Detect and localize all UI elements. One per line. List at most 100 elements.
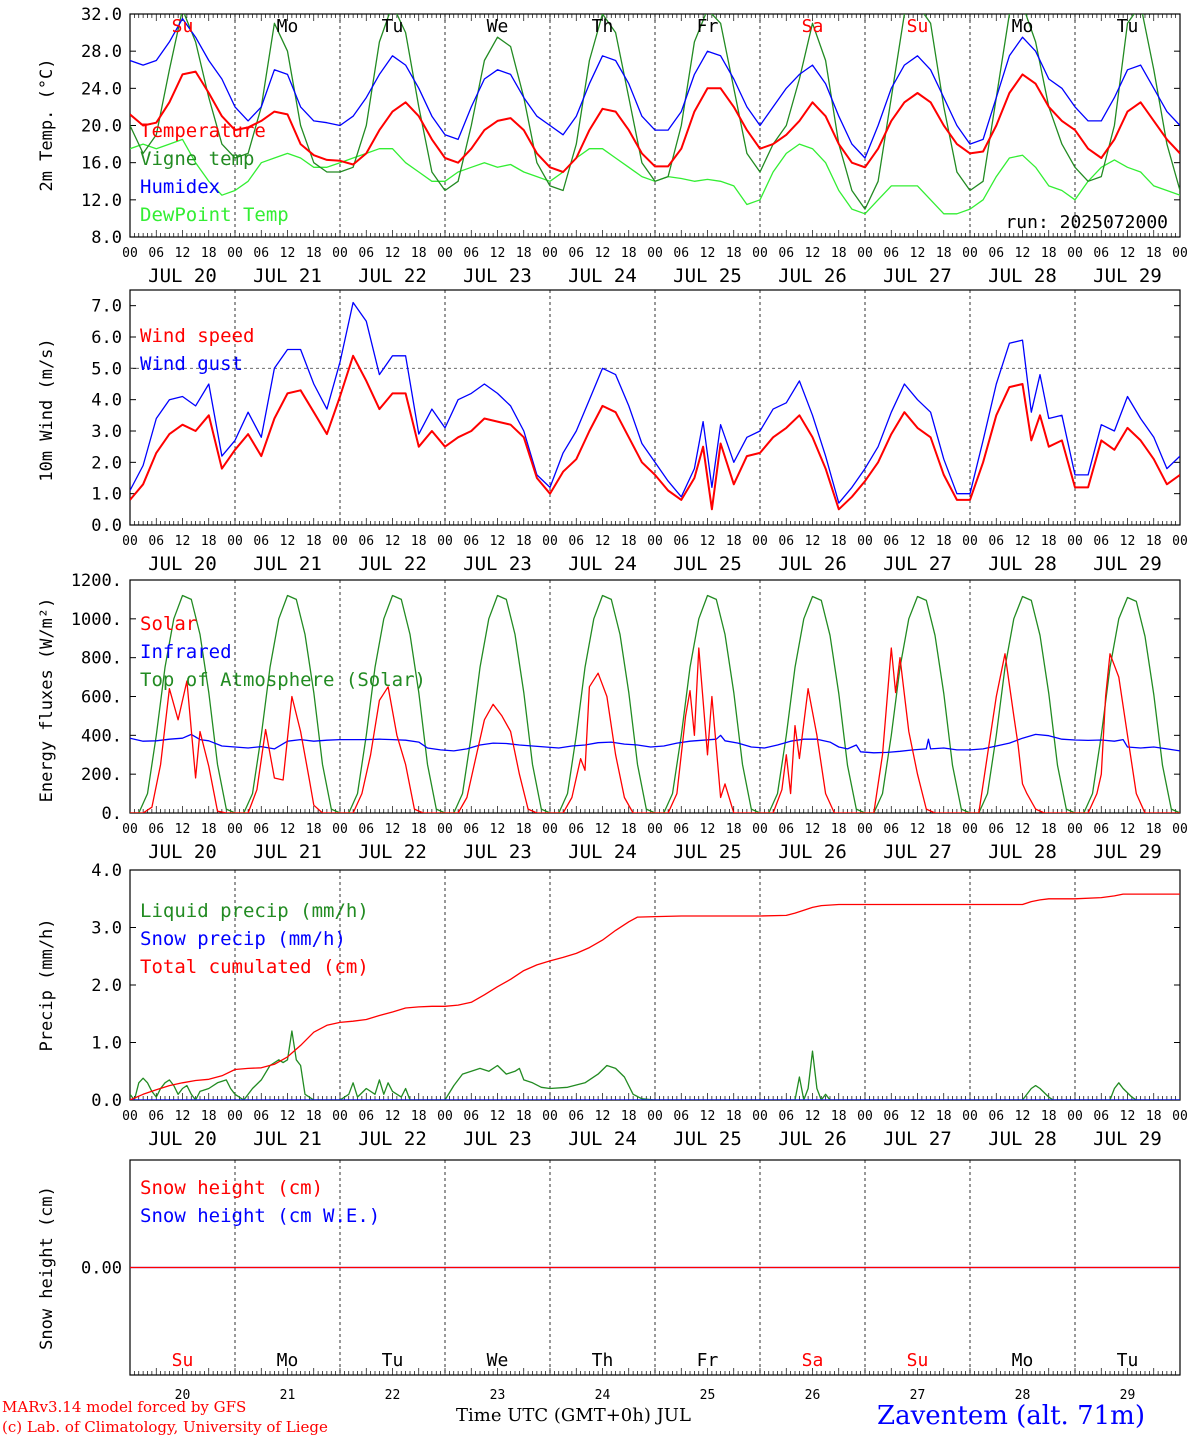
legend-entry: Vigne temp — [140, 148, 254, 170]
y-tick-label: 2.0 — [91, 976, 122, 996]
top-day-label: Tu — [1117, 16, 1139, 37]
day-number: 26 — [805, 1388, 821, 1403]
series-line-humidex — [130, 17, 1180, 159]
top-day-label: Su — [172, 16, 194, 37]
date-label: JUL 27 — [883, 265, 952, 287]
hour-label: 12 — [1015, 246, 1031, 261]
hour-label: 06 — [148, 534, 164, 549]
hour-label: 18 — [936, 822, 952, 837]
day-number: 23 — [490, 1388, 506, 1403]
hour-label: 00 — [542, 822, 558, 837]
y-tick-label: 3.0 — [91, 919, 122, 939]
hour-label: 06 — [988, 246, 1004, 261]
hour-label: 12 — [175, 1109, 191, 1124]
hour-label: 00 — [752, 822, 768, 837]
date-label: JUL 25 — [673, 1128, 742, 1150]
hour-label: 12 — [280, 1109, 296, 1124]
hour-label: 18 — [621, 534, 637, 549]
hour-label: 00 — [647, 246, 663, 261]
y-tick-label: 6.0 — [91, 328, 122, 348]
hour-label: 18 — [411, 246, 427, 261]
series-line-liquid-precip-mm-h- — [130, 1030, 1180, 1100]
hour-label: 18 — [516, 246, 532, 261]
date-label: JUL 27 — [883, 553, 952, 575]
hour-label: 00 — [122, 534, 138, 549]
hour-label: 12 — [595, 1109, 611, 1124]
hour-label: 12 — [1120, 246, 1136, 261]
y-tick-label: 1200. — [71, 571, 122, 591]
hour-label: 12 — [700, 1109, 716, 1124]
hour-label: 00 — [332, 246, 348, 261]
date-label: JUL 22 — [358, 1128, 427, 1150]
bottom-day-label: Tu — [1117, 1350, 1139, 1371]
top-day-label: Sa — [802, 16, 824, 37]
date-label: JUL 23 — [463, 553, 532, 575]
hour-label: 06 — [1093, 246, 1109, 261]
hour-label: 00 — [332, 1109, 348, 1124]
legend-entry: Humidex — [140, 176, 220, 198]
hour-label: 06 — [568, 534, 584, 549]
hour-label: 12 — [805, 1109, 821, 1124]
legend-entry: Snow precip (mm/h) — [140, 928, 346, 950]
hour-label: 00 — [1172, 246, 1188, 261]
hour-label: 00 — [1067, 1109, 1083, 1124]
date-label: JUL 21 — [253, 1128, 322, 1150]
y-axis-label: Precip (mm/h) — [37, 918, 57, 1051]
hour-label: 18 — [1146, 822, 1162, 837]
hour-label: 06 — [253, 534, 269, 549]
hour-label: 12 — [910, 822, 926, 837]
date-label: JUL 22 — [358, 265, 427, 287]
hour-label: 18 — [306, 1109, 322, 1124]
date-label: JUL 20 — [148, 553, 217, 575]
hour-label: 12 — [700, 822, 716, 837]
hour-label: 12 — [1015, 1109, 1031, 1124]
hour-label: 06 — [148, 822, 164, 837]
hour-label: 18 — [831, 534, 847, 549]
hour-label: 00 — [1172, 1109, 1188, 1124]
bottom-day-label: Th — [592, 1350, 614, 1371]
day-number: 22 — [385, 1388, 401, 1403]
date-label: JUL 29 — [1093, 265, 1162, 287]
day-number: 29 — [1120, 1388, 1136, 1403]
date-label: JUL 26 — [778, 841, 847, 863]
date-label: JUL 25 — [673, 553, 742, 575]
day-number: 21 — [280, 1388, 296, 1403]
hour-label: 06 — [778, 534, 794, 549]
hour-label: 12 — [175, 246, 191, 261]
hour-label: 18 — [516, 1109, 532, 1124]
y-tick-label: 800. — [81, 649, 122, 669]
hour-label: 06 — [148, 246, 164, 261]
date-label: JUL 29 — [1093, 841, 1162, 863]
hour-label: 06 — [988, 822, 1004, 837]
hour-label: 00 — [857, 534, 873, 549]
date-label: JUL 28 — [988, 265, 1057, 287]
hour-label: 18 — [1146, 1109, 1162, 1124]
hour-label: 06 — [673, 1109, 689, 1124]
hour-label: 00 — [332, 534, 348, 549]
hour-label: 18 — [1041, 534, 1057, 549]
hour-label: 18 — [621, 1109, 637, 1124]
hour-label: 06 — [673, 534, 689, 549]
y-tick-label: 24.0 — [81, 79, 122, 99]
hour-label: 06 — [358, 246, 374, 261]
date-label: JUL 29 — [1093, 553, 1162, 575]
bottom-day-label: Fr — [697, 1350, 719, 1371]
hour-label: 00 — [857, 246, 873, 261]
hour-label: 06 — [568, 246, 584, 261]
series-line-total-cumulated-cm- — [130, 893, 1180, 1100]
hour-label: 06 — [568, 822, 584, 837]
hour-label: 00 — [437, 246, 453, 261]
hour-label: 00 — [1067, 246, 1083, 261]
y-tick-label: 20.0 — [81, 117, 122, 137]
date-label: JUL 21 — [253, 841, 322, 863]
model-credit: MARv3.14 model forced by GFS — [2, 1398, 247, 1416]
date-label: JUL 24 — [568, 265, 637, 287]
y-tick-label: 0.00 — [81, 1259, 122, 1279]
hour-label: 00 — [227, 822, 243, 837]
hour-label: 18 — [306, 534, 322, 549]
date-label: JUL 28 — [988, 1128, 1057, 1150]
hour-label: 00 — [752, 246, 768, 261]
date-label: JUL 21 — [253, 553, 322, 575]
hour-label: 18 — [516, 822, 532, 837]
